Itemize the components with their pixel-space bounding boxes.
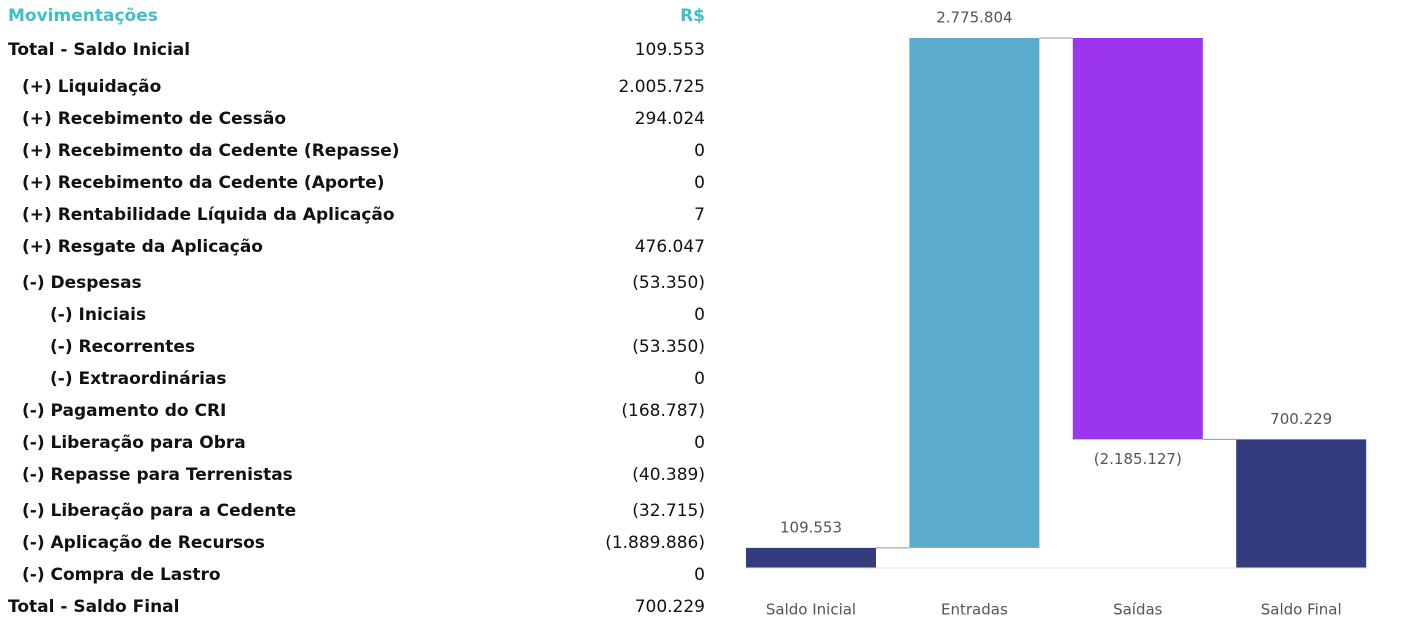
row-value: 109.553 <box>635 40 705 60</box>
table-header: Movimentações <box>8 6 158 26</box>
row-value: 0 <box>694 305 705 325</box>
x-tick-label: Saldo Final <box>1261 601 1342 619</box>
row-value: (1.889.886) <box>605 533 705 553</box>
row-value: 0 <box>694 565 705 585</box>
row-value: 0 <box>694 369 705 389</box>
row-label: (-) Aplicação de Recursos <box>22 533 265 553</box>
x-tick-label: Entradas <box>941 601 1008 619</box>
row-value: (32.715) <box>632 501 705 521</box>
row-label: (+) Liquidação <box>22 77 161 97</box>
row-label: Total - Saldo Inicial <box>8 40 190 60</box>
row-label: (-) Pagamento do CRI <box>22 401 226 421</box>
bar <box>1236 439 1367 568</box>
row-value: 700.229 <box>635 597 705 617</box>
row-value: 2.005.725 <box>618 77 705 97</box>
row-value: (168.787) <box>621 401 705 421</box>
row-value: 7 <box>694 205 705 225</box>
data-label: 109.553 <box>780 518 842 536</box>
row-value: 0 <box>694 173 705 193</box>
row-value: 0 <box>694 141 705 161</box>
row-value: (53.350) <box>632 273 705 293</box>
row-label: (+) Recebimento da Cedente (Repasse) <box>22 141 400 161</box>
row-value: (40.389) <box>632 465 705 485</box>
data-label: (2.185.127) <box>1094 450 1182 468</box>
row-value: 294.024 <box>635 109 705 129</box>
data-label: 700.229 <box>1270 410 1332 428</box>
row-value: 476.047 <box>635 237 705 257</box>
bar <box>746 547 876 568</box>
row-label: Total - Saldo Final <box>8 597 180 617</box>
row-label: (-) Despesas <box>22 273 142 293</box>
bar <box>909 37 1040 548</box>
row-label: (+) Resgate da Aplicação <box>22 237 263 257</box>
data-label: 2.775.804 <box>936 8 1012 26</box>
row-label: (-) Repasse para Terrenistas <box>22 465 293 485</box>
row-label: (+) Recebimento de Cessão <box>22 109 286 129</box>
row-label: (+) Rentabilidade Líquida da Aplicação <box>22 205 395 225</box>
row-label: (-) Liberação para Obra <box>22 433 246 453</box>
row-label: (-) Recorrentes <box>50 337 195 357</box>
x-tick-label: Saídas <box>1113 601 1163 619</box>
row-label: (-) Extraordinárias <box>50 369 227 389</box>
bar <box>1072 37 1203 440</box>
x-tick-label: Saldo Inicial <box>766 601 856 619</box>
row-label: (-) Liberação para a Cedente <box>22 501 296 521</box>
row-value: 0 <box>694 433 705 453</box>
table-header: R$ <box>680 6 705 26</box>
row-label: (-) Iniciais <box>50 305 146 325</box>
row-value: (53.350) <box>632 337 705 357</box>
row-label: (-) Compra de Lastro <box>22 565 221 585</box>
row-label: (+) Recebimento da Cedente (Aporte) <box>22 173 385 193</box>
